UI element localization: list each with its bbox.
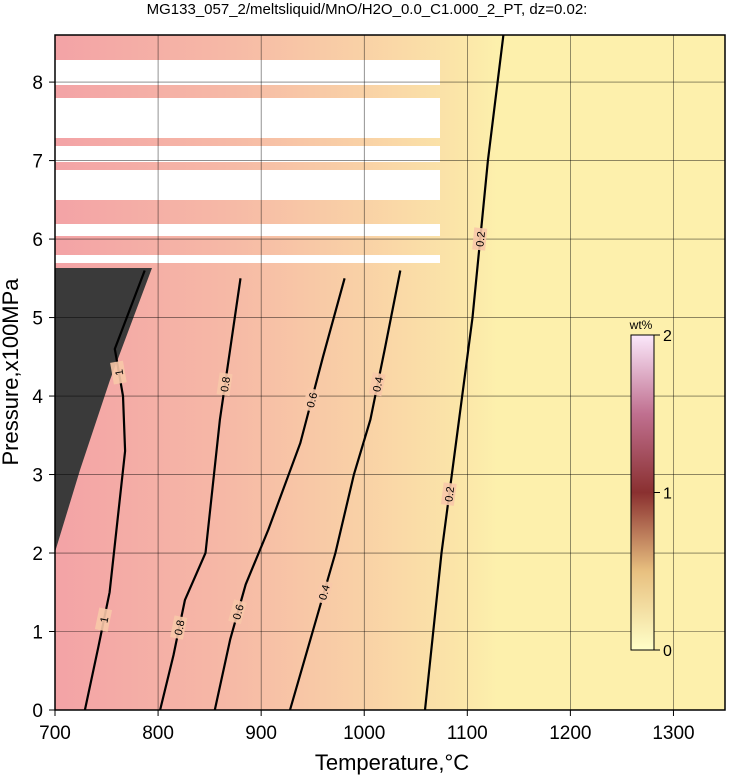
contour-label-group: 1: [110, 360, 127, 385]
contour-label-bg: [170, 615, 188, 640]
y-tick-label: 0: [32, 701, 43, 722]
contour-label-bg: [368, 372, 386, 397]
contour-label-group: 0.2: [440, 482, 457, 506]
y-tick-label: 1: [32, 623, 43, 644]
contour-line: [213, 278, 346, 711]
x-tick-label: 800: [142, 723, 174, 744]
contour-label-group: 0.8: [170, 615, 188, 640]
contour-label-bg: [302, 387, 321, 413]
contour-label-bg: [440, 482, 457, 506]
x-tick-label: 1000: [343, 723, 385, 744]
contour-label: 0.2: [474, 231, 487, 247]
contour-label-bg: [216, 372, 233, 397]
contour-line: [83, 270, 146, 711]
chart-title: MG133_057_2/meltsliquid/MnO/H2O_0.0_C1.0…: [147, 1, 588, 18]
contour-label-bg: [472, 227, 488, 251]
contour-label-group: 0.6: [228, 599, 247, 625]
contour-label-group: 0.4: [368, 372, 386, 397]
contour-label-bg: [314, 579, 333, 605]
contour-line: [423, 34, 505, 711]
y-tick-label: 6: [32, 230, 43, 251]
contour-label-group: 0.2: [472, 227, 488, 251]
y-tick-label: 2: [32, 544, 43, 565]
contour-line: [159, 278, 242, 711]
x-axis-label: Temperature,°C: [315, 750, 469, 775]
contour-label-group: 1: [94, 607, 113, 632]
contour-label: 0.2: [443, 486, 457, 503]
x-tick-label: 700: [39, 723, 71, 744]
colorbar-tick-label: 1: [663, 486, 672, 503]
colorbar-tick-label: 2: [663, 328, 672, 345]
y-tick-label: 5: [32, 309, 43, 330]
x-tick-label: 1300: [652, 723, 694, 744]
contour-label: 0.8: [173, 619, 188, 636]
x-tick-label: 1100: [447, 723, 488, 744]
colorbar-tick-label: 0: [663, 643, 672, 660]
y-tick-label: 8: [32, 73, 43, 94]
x-tick-label: 900: [245, 723, 277, 744]
contour-label-bg: [228, 599, 247, 625]
x-tick-label: 1200: [549, 723, 591, 744]
plot-background: [55, 35, 725, 710]
y-tick-label: 7: [32, 152, 43, 173]
contour-label: 0.4: [317, 584, 333, 602]
colorbar-title: wt%: [629, 318, 653, 332]
y-axis-label: Pressure,x100MPa: [0, 278, 23, 466]
contour-label: 0.6: [305, 391, 320, 409]
plot-frame: [54, 34, 726, 711]
contour-label-group: 0.6: [302, 387, 321, 413]
colorbar: [630, 334, 655, 651]
contour-label: 0.8: [219, 376, 233, 393]
contour-label: 1: [98, 616, 111, 624]
y-tick-label: 3: [32, 466, 43, 487]
contour-label-group: 0.4: [314, 579, 333, 605]
y-tick-label: 4: [32, 387, 43, 408]
contour-label: 0.6: [231, 603, 247, 621]
contour-label: 1: [113, 368, 126, 376]
contour-label-bg: [110, 360, 127, 385]
contour-label: 0.4: [371, 376, 386, 393]
contour-line: [288, 270, 402, 711]
contour-label-group: 0.8: [216, 372, 233, 397]
contour-label-bg: [94, 607, 113, 632]
